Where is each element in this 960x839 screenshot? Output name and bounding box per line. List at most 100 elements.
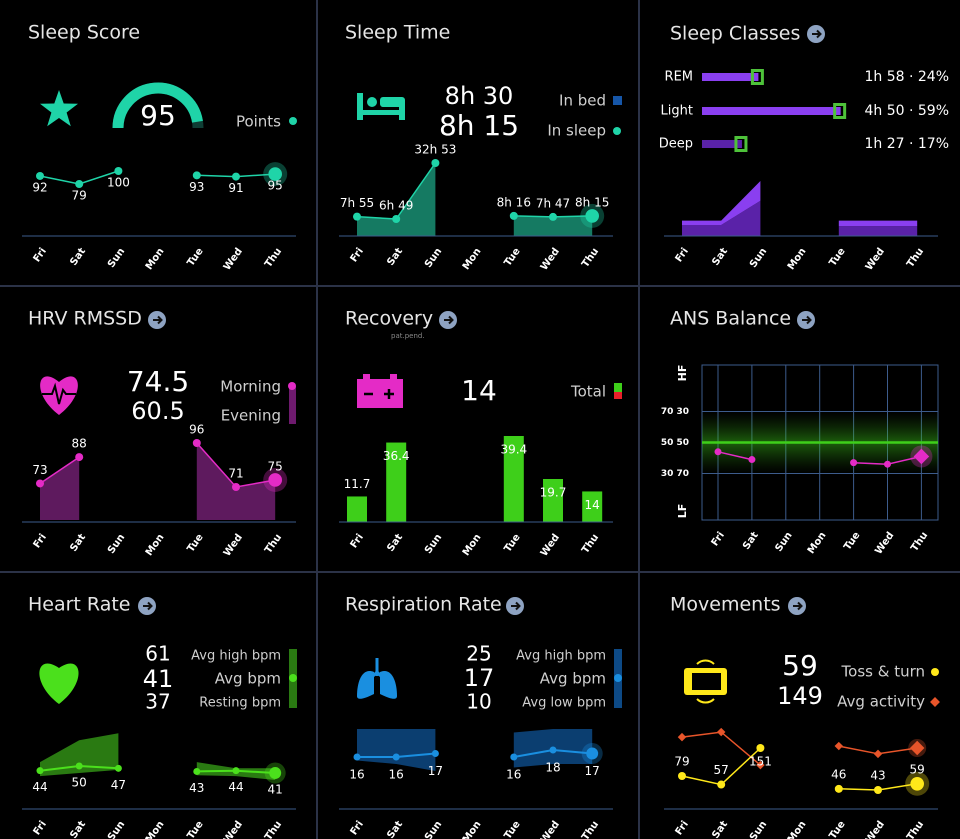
score-value: 95: [140, 99, 176, 132]
value-label: 46: [831, 767, 846, 781]
respiration-panel[interactable]: Respiration Rate 25 17 10 Avg high bpm A…: [339, 594, 622, 839]
value-label: 93: [189, 180, 204, 194]
hf-label: HF: [676, 365, 689, 382]
value-label: 47: [111, 778, 126, 792]
avg-value: 41: [143, 665, 174, 693]
class-cap: [734, 136, 748, 152]
total-value: 14: [461, 374, 497, 407]
series-area: [40, 443, 276, 520]
value-label: 8h 15: [575, 195, 609, 209]
data-point: [834, 784, 843, 793]
legend-dot: [289, 674, 297, 682]
in-sleep-value: 8h 15: [439, 109, 519, 142]
class-name: Light: [661, 104, 693, 119]
data-point: [36, 479, 44, 488]
stacked-area: [682, 200, 918, 236]
value-label: 17: [585, 764, 600, 778]
data-point: [232, 483, 240, 491]
value-label: 44: [228, 780, 243, 794]
battery-icon: [357, 374, 403, 408]
lf-label: LF: [676, 504, 689, 519]
y-tick-label: 70 30: [661, 407, 689, 417]
bar: [582, 491, 603, 522]
details-arrow[interactable]: [788, 597, 806, 615]
data-point: [75, 453, 84, 462]
legend-label: Avg low bpm: [522, 696, 606, 711]
legend-dot: [613, 127, 621, 135]
data-point: [269, 767, 282, 779]
class-name: REM: [665, 70, 693, 85]
data-point: [549, 746, 557, 754]
range-band: [40, 733, 276, 780]
panel-title: Movements: [670, 594, 781, 616]
details-arrow[interactable]: [439, 311, 457, 329]
panel-title: Recovery: [345, 308, 433, 330]
value-label: 17: [428, 764, 443, 778]
data-point: [585, 209, 599, 223]
recovery-panel[interactable]: Recovery pat.pend. 14 Total 11.7 36.4 39.4…: [339, 308, 622, 559]
legend-label: Resting bpm: [199, 696, 281, 711]
data-point: [716, 727, 726, 737]
data-point: [509, 211, 518, 220]
details-arrow[interactable]: [807, 25, 825, 43]
series-area: [357, 163, 593, 236]
data-point: [756, 760, 765, 770]
details-arrow[interactable]: [148, 311, 166, 329]
value-label: 71: [228, 467, 243, 481]
value-label: 100: [107, 176, 130, 190]
legend-label: Total: [570, 383, 606, 401]
movements-panel[interactable]: Movements 59 149 Toss & turn Avg activit…: [664, 594, 940, 839]
details-arrow[interactable]: [797, 311, 815, 329]
value-label: 19.7: [540, 486, 567, 500]
legend-diamond: [930, 697, 940, 707]
details-arrow[interactable]: [506, 597, 524, 615]
evening-value: 60.5: [131, 397, 184, 425]
data-point: [392, 753, 400, 761]
class-name: Deep: [659, 137, 693, 152]
hrv-panel[interactable]: HRV RMSSD 74.5 60.5 Morning Evening Fri S…: [22, 308, 296, 559]
value-label: 79: [72, 189, 87, 203]
value-label: 14: [585, 498, 600, 512]
legend-label: Toss & turn: [841, 663, 925, 681]
value-label: 16: [349, 768, 364, 782]
data-point: [510, 753, 518, 761]
data-point: [678, 772, 686, 780]
class-label: 4h 50 · 59%: [864, 103, 949, 119]
bar: [503, 436, 524, 522]
legend-dot: [288, 382, 296, 390]
y-tick-label: 50 50: [661, 438, 689, 448]
data-point: [392, 215, 401, 223]
data-point: [714, 448, 722, 456]
star-icon: [40, 90, 78, 127]
data-point: [431, 750, 439, 757]
legend-label: Morning: [220, 378, 281, 396]
panel-title: Sleep Classes: [670, 23, 800, 45]
bar: [347, 496, 367, 522]
data-point: [884, 460, 891, 468]
value-label: 7h 55: [340, 196, 374, 210]
data-point: [756, 744, 765, 752]
data-point: [268, 473, 283, 487]
panel-title: Heart Rate: [28, 594, 131, 616]
panel-title: Sleep Time: [345, 22, 450, 44]
data-point: [913, 448, 930, 465]
data-point: [748, 456, 756, 464]
resting-value: 37: [145, 690, 170, 714]
details-arrow[interactable]: [138, 597, 156, 615]
panel-title: HRV RMSSD: [28, 308, 142, 330]
legend-label: Avg bpm: [540, 670, 606, 688]
avg-high-value: 25: [466, 642, 491, 666]
data-point: [114, 167, 123, 175]
data-point: [36, 767, 44, 775]
value-label: 32h 53: [414, 143, 456, 157]
data-point: [192, 439, 201, 447]
value-label: 75: [268, 459, 283, 473]
data-point: [834, 741, 844, 751]
data-point: [36, 171, 44, 180]
in-bed-value: 8h 30: [445, 82, 514, 110]
sleep-score-panel[interactable]: Sleep Score 95 Points Fri Sat Sun Mon Tue Wed…: [22, 22, 297, 273]
bar: [543, 479, 563, 522]
